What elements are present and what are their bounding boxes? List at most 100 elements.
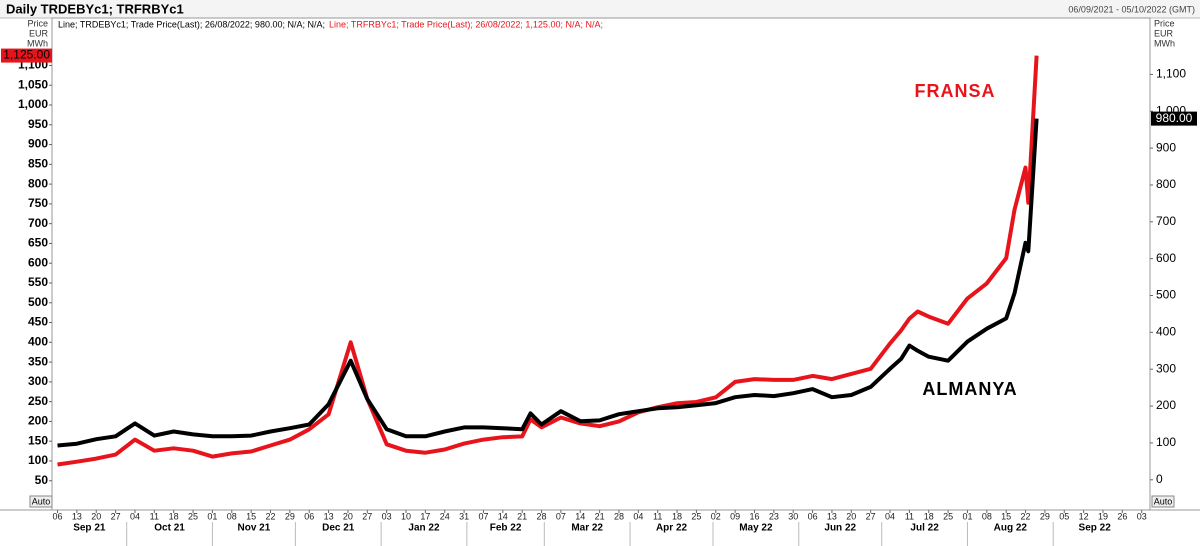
y-tick-label: 250 [28,394,48,408]
x-tick-label: 04 [633,511,643,521]
x-tick-label: 28 [614,511,624,521]
month-label: Aug 22 [994,523,1028,534]
x-tick-label: 27 [111,511,121,521]
x-tick-label: 13 [324,511,334,521]
x-tick-label: 15 [246,511,256,521]
x-tick-label: 25 [691,511,701,521]
y-tick-label: 800 [28,176,48,190]
header-bar [0,0,1200,18]
x-tick-label: 02 [711,511,721,521]
x-tick-label: 24 [440,511,450,521]
x-tick-label: 11 [150,511,159,521]
month-label: Mar 22 [571,523,603,534]
auto-button-box [29,495,53,508]
y-tick-label: 900 [28,137,48,151]
y2-tick-label: 700 [1156,214,1176,228]
date-range: 06/09/2021 - 05/10/2022 (GMT) [1068,4,1195,14]
auto-button[interactable]: Auto [29,495,53,508]
x-tick-label: 26 [1117,511,1127,521]
month-label: May 22 [739,523,773,534]
x-tick-label: 14 [498,511,508,521]
x-tick-label: 03 [382,511,392,521]
x-tick-label: 07 [556,511,566,521]
x-tick-label: 31 [459,511,469,521]
y-unit-label: EUR [29,28,49,38]
x-tick-label: 19 [1098,511,1108,521]
y2-tick-label: 300 [1156,361,1176,375]
y-tick-label: 850 [28,157,48,171]
y-tick-label: 400 [28,334,48,348]
x-tick-label: 09 [730,511,740,521]
x-tick-label: 28 [537,511,547,521]
x-tick-label: 18 [672,511,682,521]
x-tick-label: 06 [808,511,818,521]
x-tick-label: 13 [72,511,82,521]
auto-button-label: Auto [32,496,51,506]
legend-entry: Line; TRDEBYc1; Trade Price(Last); 26/08… [58,19,325,29]
legend-entry: Line; TRFRBYc1; Trade Price(Last); 26/08… [329,19,603,29]
x-tick-label: 29 [1040,511,1050,521]
month-label: Feb 22 [490,523,522,534]
auto-button[interactable]: Auto [1151,495,1175,508]
month-label: Oct 21 [154,523,185,534]
y2-tick-label: 800 [1156,177,1176,191]
x-tick-label: 29 [285,511,295,521]
x-tick-label: 21 [517,511,527,521]
y-tick-label: 650 [28,236,48,250]
y-tick-label: 200 [28,414,48,428]
x-tick-label: 22 [265,511,275,521]
y-tick-label: 450 [28,315,48,329]
x-tick-label: 27 [362,511,372,521]
last-value-label: 980.00 [1156,111,1193,125]
y-tick-label: 700 [28,216,48,230]
y2-tick-label: 100 [1156,435,1176,449]
x-tick-label: 27 [866,511,876,521]
auto-button-label: Auto [1154,496,1173,506]
x-tick-label: 22 [1021,511,1031,521]
y2-tick-label: 900 [1156,140,1176,154]
last-value-tag [1151,111,1197,126]
y-tick-label: 500 [28,295,48,309]
y2-tick-label: 600 [1156,251,1176,265]
x-tick-label: 20 [91,511,101,521]
series-line [57,118,1039,448]
y-tick-label: 550 [28,275,48,289]
y2-tick-label: 400 [1156,325,1176,339]
x-tick-label: 25 [188,511,198,521]
x-tick-label: 10 [401,511,411,521]
month-label: Dec 21 [322,523,355,534]
x-tick-label: 12 [1079,511,1089,521]
x-tick-label: 04 [130,511,140,521]
y-tick-label: 1,050 [18,77,48,91]
y2-unit-label: MWh [1154,38,1175,48]
x-tick-label: 18 [169,511,179,521]
x-tick-label: 15 [1001,511,1011,521]
annotation: ALMANYA [922,379,1017,399]
month-label: Jun 22 [824,523,856,534]
y2-tick-label: 200 [1156,398,1176,412]
x-tick-label: 23 [769,511,779,521]
x-tick-label: 07 [478,511,488,521]
x-tick-label: 13 [827,511,837,521]
series-line [57,55,1039,467]
x-tick-label: 08 [982,511,992,521]
x-tick-label: 04 [885,511,895,521]
y2-tick-label: 500 [1156,288,1176,302]
x-tick-label: 14 [575,511,585,521]
y2-unit-label: EUR [1154,28,1174,38]
y-unit-label: MWh [27,38,48,48]
month-label: Sep 21 [73,523,106,534]
auto-button-box [1151,495,1175,508]
annotation: FRANSA [915,81,996,101]
x-tick-label: 20 [343,511,353,521]
x-tick-label: 11 [653,511,662,521]
y2-tick-label: 1,100 [1156,67,1186,81]
y-tick-label: 1,000 [18,97,48,111]
month-label: Jul 22 [910,523,939,534]
x-tick-label: 01 [962,511,972,521]
x-tick-label: 08 [227,511,237,521]
x-tick-label: 30 [788,511,798,521]
chart-title: Daily TRDEBYc1; TRFRBYc1 [6,1,184,16]
month-label: Apr 22 [656,523,688,534]
